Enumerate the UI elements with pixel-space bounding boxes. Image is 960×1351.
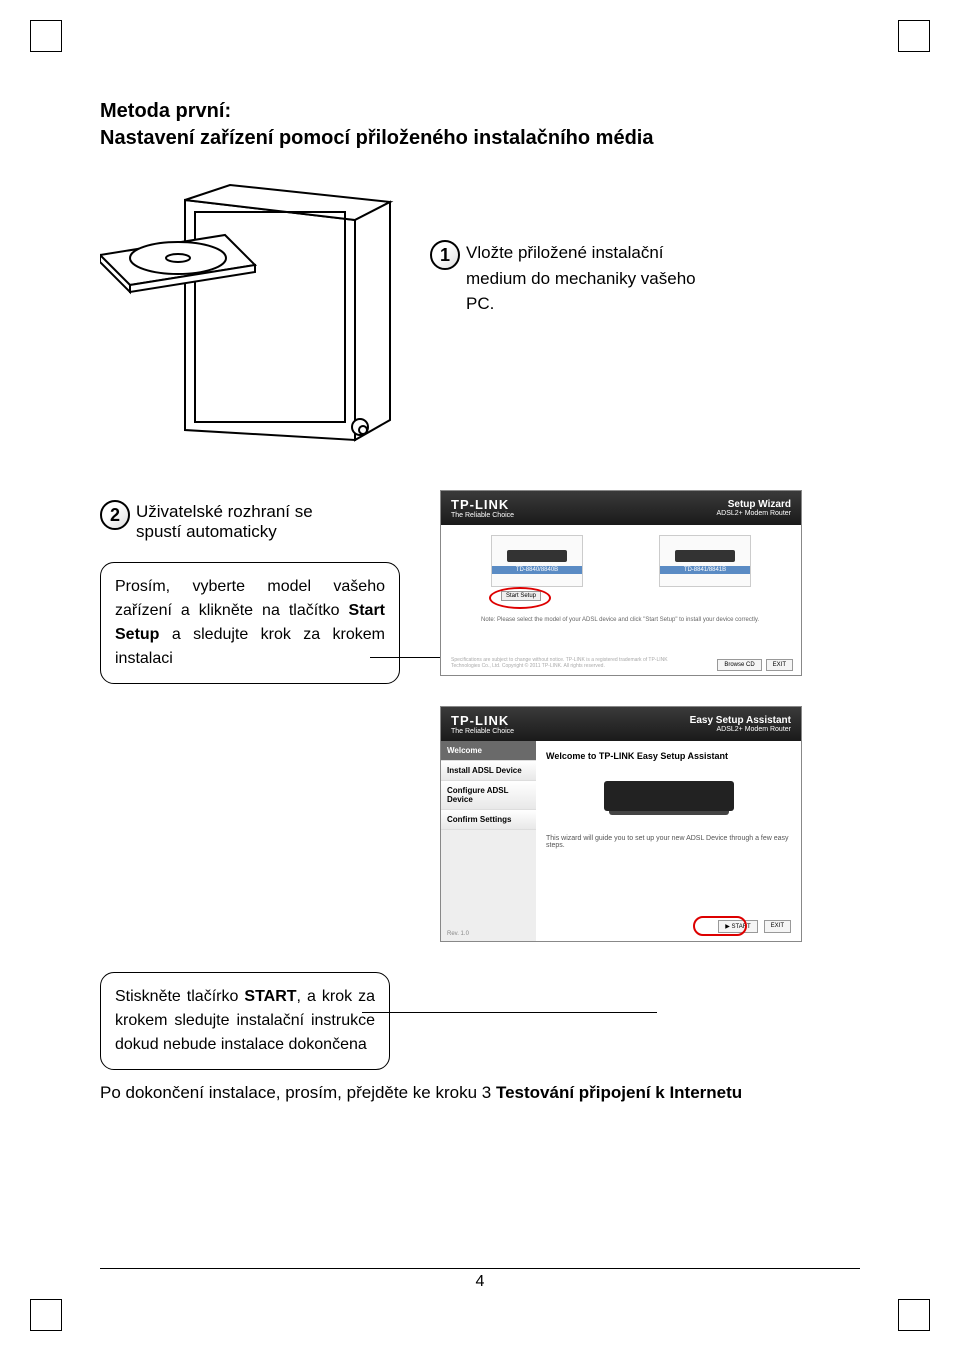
device-option-1[interactable]: TD-8840/8840B [491, 535, 583, 587]
step-3-area: Stiskněte tlačírko START, a krok za krok… [100, 972, 860, 1106]
heading-line-2: Nastavení zařízení pomocí přiloženého in… [100, 127, 860, 150]
sc1-bottom-buttons: Browse CD EXIT [717, 659, 793, 671]
sc1-legal: Specifications are subject to change wit… [451, 657, 691, 669]
sc2-header: TP-LINK The Reliable Choice Easy Setup A… [441, 707, 801, 741]
corner-marker-br [898, 1299, 930, 1331]
screenshot-setup-wizard: TP-LINK The Reliable Choice Setup Wizard… [440, 490, 802, 676]
callout-2-connector [362, 1012, 657, 1013]
corner-marker-bl [30, 1299, 62, 1331]
callout-1-connector [370, 657, 450, 658]
sidebar-item-welcome[interactable]: Welcome [441, 741, 536, 761]
corner-marker-tl [30, 20, 62, 52]
step-1-number: 1 [430, 240, 460, 270]
device-1-label: TD-8840/8840B [492, 566, 582, 574]
sidebar-item-install[interactable]: Install ADSL Device [441, 761, 536, 781]
sidebar-item-confirm[interactable]: Confirm Settings [441, 810, 536, 830]
sc1-header: TP-LINK The Reliable Choice Setup Wizard… [441, 491, 801, 525]
step-1-row: 1 Vložte přiložené instalační medium do … [100, 180, 860, 460]
step-2-title: 2 Uživatelské rozhraní se spustí automat… [100, 500, 400, 542]
step-2-block: 2 Uživatelské rozhraní se spustí automat… [100, 500, 860, 942]
step-1-text: Vložte přiložené instalační medium do me… [466, 240, 726, 317]
step-2-title-b: spustí automaticky [136, 522, 277, 541]
sc2-logo-sub: The Reliable Choice [451, 728, 514, 735]
final-bold: Testování připojení k Internetu [496, 1083, 742, 1102]
sc2-logo: TP-LINK [451, 713, 509, 728]
sc1-title: Setup Wizard [728, 499, 791, 510]
red-highlight-1 [489, 587, 551, 609]
device-2-label: TD-8841/8841B [660, 566, 750, 574]
screenshot-easy-setup: TP-LINK The Reliable Choice Easy Setup A… [440, 706, 802, 942]
heading-line-1: Metoda první: [100, 100, 860, 123]
step-2-left-column: 2 Uživatelské rozhraní se spustí automat… [100, 500, 400, 684]
page-content: Metoda první: Nastavení zařízení pomocí … [100, 100, 860, 1271]
red-highlight-2 [693, 916, 747, 936]
browse-cd-button[interactable]: Browse CD [717, 659, 761, 671]
step-2-title-a: Uživatelské rozhraní se [136, 502, 313, 521]
sidebar-item-configure[interactable]: Configure ADSL Device [441, 781, 536, 810]
callout-2-bold: START [244, 988, 296, 1005]
sc2-main: Welcome to TP-LINK Easy Setup Assistant … [536, 741, 801, 941]
device-option-2[interactable]: TD-8841/8841B [659, 535, 751, 587]
screenshots-column: TP-LINK The Reliable Choice Setup Wizard… [440, 490, 860, 942]
sc2-sidebar: Welcome Install ADSL Device Configure AD… [441, 741, 536, 941]
corner-marker-tr [898, 20, 930, 52]
sc1-logo: TP-LINK [451, 497, 509, 512]
callout-2: Stiskněte tlačírko START, a krok za krok… [100, 972, 390, 1070]
callout-2-a: Stiskněte tlačírko [115, 988, 244, 1005]
final-text: Po dokončení instalace, prosím, přejděte… [100, 1080, 860, 1106]
sc2-welcome-title: Welcome to TP-LINK Easy Setup Assistant [546, 751, 791, 761]
callout-1: Prosím, vyberte model vašeho zařízení a … [100, 562, 400, 684]
exit-button-1[interactable]: EXIT [766, 659, 793, 671]
router-illustration [604, 781, 734, 811]
step-2-title-text: Uživatelské rozhraní se spustí automatic… [136, 500, 313, 542]
sc2-title: Easy Setup Assistant [690, 715, 791, 726]
sc2-revision: Rev. 1.0 [441, 927, 536, 941]
sc2-subtitle: ADSL2+ Modem Router [690, 726, 791, 733]
callout-1-text: Prosím, vyberte model vašeho zařízení a … [115, 578, 385, 667]
sc1-logo-sub: The Reliable Choice [451, 512, 514, 519]
final-a: Po dokončení instalace, prosím, přejděte… [100, 1083, 496, 1102]
sc1-subtitle: ADSL2+ Modem Router [716, 510, 791, 517]
sc1-body: TD-8840/8840B TD-8841/8841B Start Setup … [441, 525, 801, 675]
sc1-note: Note: Please select the model of your AD… [481, 617, 781, 623]
pc-tower-illustration [100, 180, 410, 460]
sc2-body: Welcome Install ADSL Device Configure AD… [441, 741, 801, 941]
exit-button-2[interactable]: EXIT [764, 920, 791, 933]
page-number: 4 [100, 1268, 860, 1291]
step-2-number: 2 [100, 500, 130, 530]
sc2-description: This wizard will guide you to set up you… [546, 835, 791, 849]
